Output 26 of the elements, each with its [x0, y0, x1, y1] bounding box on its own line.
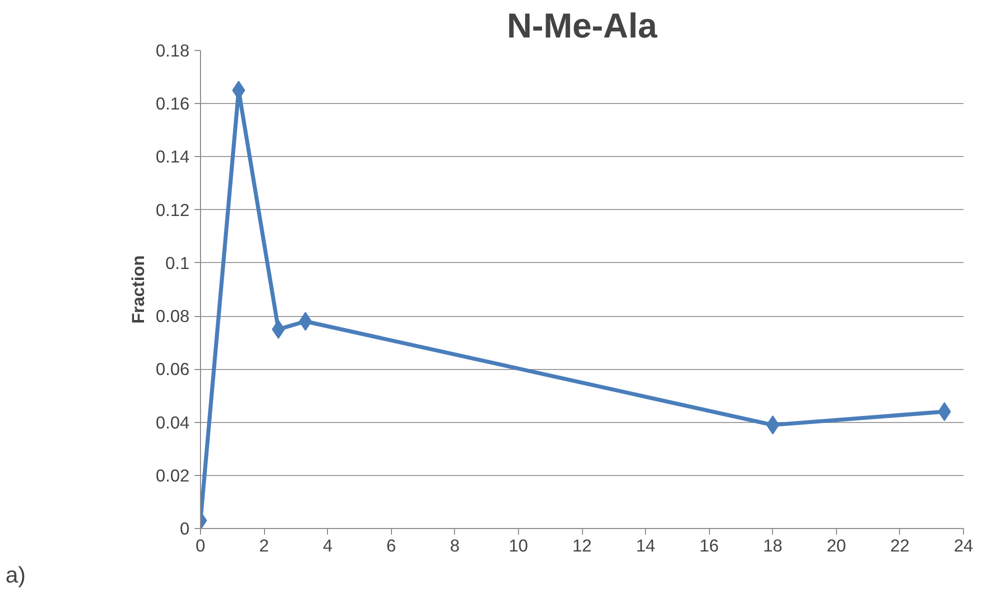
y-tick-label: 0.18	[156, 40, 190, 60]
x-tick-label: 0	[196, 536, 206, 556]
x-tick-label: 6	[386, 536, 396, 556]
x-tick-label: 4	[322, 536, 333, 556]
chart-title: N-Me-Ala	[506, 8, 658, 46]
x-tick-label: 22	[890, 536, 910, 556]
x-tick-label: 20	[826, 536, 846, 556]
x-tick-label: 8	[450, 536, 460, 556]
y-tick-label: 0.12	[156, 200, 190, 220]
x-tick-label: 16	[700, 536, 719, 556]
x-tick-label: 24	[954, 536, 974, 556]
y-axis-title: Fraction	[128, 255, 148, 324]
y-tick-label: 0.06	[156, 359, 190, 380]
y-tick-label: 0	[180, 518, 190, 538]
x-tick-label: 10	[508, 536, 528, 556]
y-tick-label: 0.02	[156, 465, 190, 486]
x-tick-label: 2	[259, 536, 269, 556]
y-tick-label: 0.04	[156, 412, 190, 432]
x-tick-label: 18	[763, 536, 782, 556]
text: a)	[6, 562, 26, 588]
x-tick-label: 12	[572, 536, 592, 556]
y-tick-label: 0.1	[165, 252, 190, 273]
y-tick-label: 0.14	[156, 146, 190, 167]
x-tick-label: 14	[636, 536, 656, 556]
y-tick-label: 0.16	[156, 94, 190, 114]
y-tick-label: 0.08	[156, 306, 190, 326]
